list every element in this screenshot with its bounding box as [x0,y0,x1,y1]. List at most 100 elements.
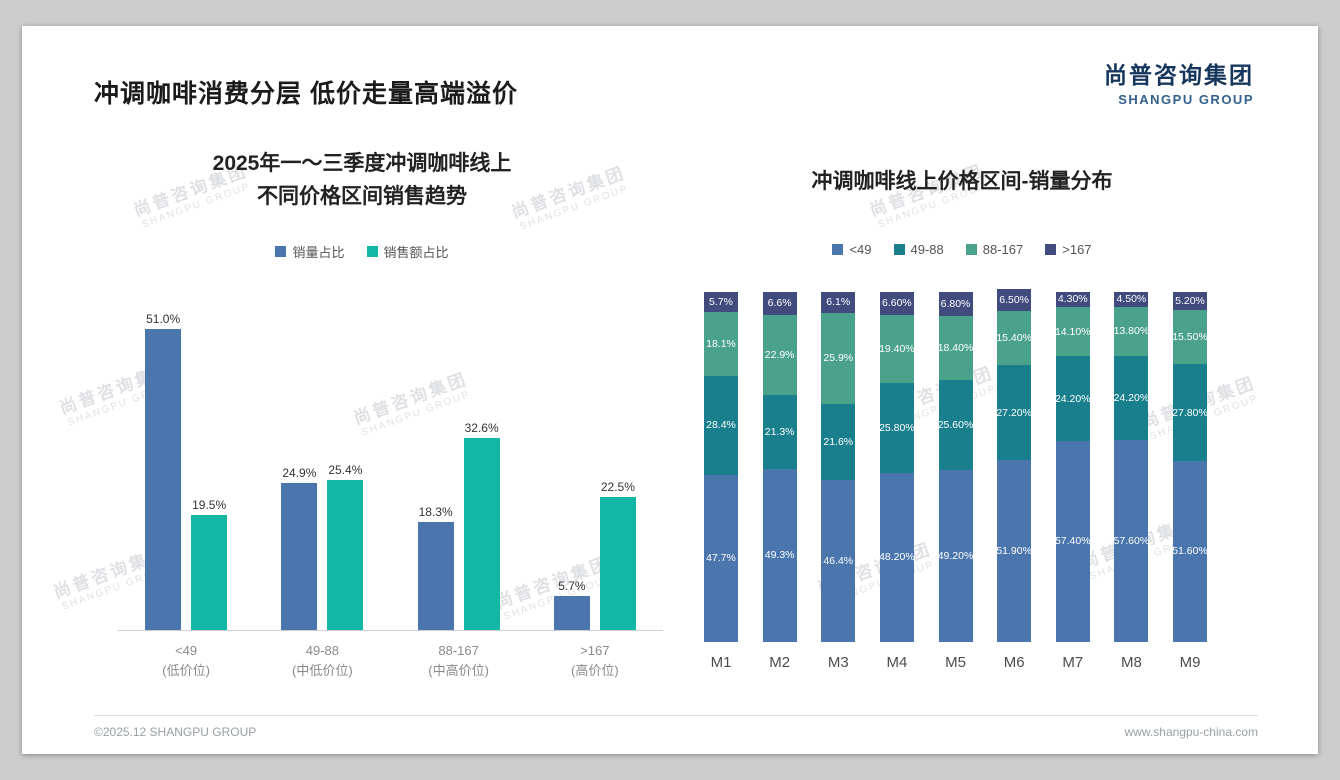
bar-wrap: 24.9% [281,466,318,630]
x-axis-label: M8 [1120,654,1142,671]
stack-segment: 27.20% [996,365,1032,461]
segment-value-label: 48.20% [879,551,915,564]
segment-value-label: 49.3% [764,549,795,562]
x-axis-label-line1: <49 [175,643,198,658]
stacked-bar: 4.50% 13.80% 24.20% 57.60% [1113,291,1150,642]
segment-value-label: 27.20% [996,406,1032,419]
x-axis-label: M5 [945,654,966,671]
stacked-bar: 4.30% 14.10% 24.20% 57.40% [1054,292,1091,642]
bar-wrap: 22.5% [599,480,636,630]
stacked-bar: 6.60% 19.40% 25.80% 48.20% [879,292,915,642]
x-axis-label: 49-88 (中低价位) [262,641,382,680]
bar [327,480,364,630]
right-chart-legend-item: >167 [1045,242,1092,257]
segment-value-label: 21.3% [764,425,795,438]
left-chart-x-labels: <49 (低价位) 49-88 (中低价位) 88-167 (中高价位) >167 (高价位) [118,641,663,680]
stack-segment: 57.40% [1054,441,1091,642]
legend-swatch-icon [893,244,905,255]
bar-wrap: 5.7% [553,579,590,630]
bar-wrap: 32.6% [463,420,500,630]
segment-value-label: 13.80% [1113,325,1150,338]
x-axis-label: M3 [827,654,849,671]
bar-value-label: 32.6% [464,420,499,435]
stacked-bar: 5.7% 18.1% 28.4% 47.7% [704,292,738,642]
stack-segment: 4.30% [1055,292,1090,308]
segment-value-label: 24.20% [1054,392,1091,405]
right-chart-legend-item: 88-167 [965,242,1023,257]
left-chart-legend-item: 销售额占比 [366,242,449,261]
segment-value-label: 27.80% [1172,406,1208,419]
logo-text-cn: 尚普咨询集团 [1104,62,1254,88]
x-axis-label-line2: (中低价位) [292,662,353,678]
right-chart-plot: 5.7% 18.1% 28.4% 47.7% 6.6% 22.9% 21.3% 49.3% 6.… [698,271,1213,642]
left-chart-title-line2: 不同价格区间销售趋势 [257,184,467,208]
stack-segment: 27.80% [1172,364,1208,462]
x-axis-label-line2: (低价位) [162,662,210,678]
right-chart-legend-label: <49 [849,242,872,257]
legend-swatch-icon [1045,244,1057,255]
bar [417,522,454,630]
bar [281,483,318,630]
bar-wrap: 51.0% [145,312,182,630]
legend-swatch-icon [965,244,977,255]
stack-segment: 25.60% [937,380,974,470]
right-chart-legend-label: 49-88 [910,242,944,257]
stack-segment: 57.60% [1114,440,1149,642]
segment-value-label: 25.9% [823,352,854,365]
stack-segment: 6.80% [938,292,973,316]
right-chart-legend-label: >167 [1062,242,1092,257]
bar-group: 24.9% 25.4% [281,463,364,630]
left-chart-legend: 销量占比 销售额占比 [112,242,612,261]
segment-value-label: 14.10% [1054,325,1091,338]
x-axis-label-line1: 49-88 [305,643,339,658]
company-logo: 尚普咨询集团 SHANGPU GROUP [1104,56,1254,107]
stack-segment: 25.80% [879,383,915,474]
right-chart-title: 冲调咖啡线上价格区间-销量分布 [811,170,1113,193]
segment-value-label: 47.7% [706,552,736,565]
stack-segment: 46.4% [821,479,856,642]
segment-value-label: 25.80% [879,421,915,434]
segment-value-label: 46.4% [823,554,854,567]
segment-value-label: 49.20% [937,549,974,562]
left-chart-title-line1: 2025年一～三季度冲调咖啡线上 [212,152,512,175]
bar-group: 5.7% 22.5% [553,480,636,630]
page-title: 冲调咖啡消费分层 低价走量高端溢价 [94,80,518,108]
bar-group: 51.0% 19.5% [145,312,228,630]
stack-segment: 13.80% [1113,307,1150,356]
x-axis-label-line1: >167 [580,643,610,658]
stack-segment: 24.20% [1114,355,1149,441]
segment-value-label: 18.1% [706,337,736,350]
stack-segment: 49.20% [937,469,974,642]
stack-segment: 25.9% [821,313,856,405]
segment-value-label: 6.80% [940,297,971,310]
segment-value-label: 22.9% [764,348,795,361]
stack-segment: 5.7% [704,292,738,313]
x-axis-label: M7 [1062,654,1084,671]
logo-text-en: SHANGPU GROUP [1118,92,1254,107]
bar-wrap: 19.5% [191,498,228,630]
segment-value-label: 15.40% [996,331,1032,344]
bar [463,437,500,630]
bar-group: 18.3% 32.6% [417,420,500,630]
x-axis-label: M9 [1179,654,1201,671]
x-axis-label-line2: (中高价位) [428,662,489,678]
segment-value-label: 51.90% [996,544,1032,557]
segment-value-label: 6.1% [826,296,851,309]
bar [599,497,636,630]
segment-value-label: 57.40% [1054,535,1091,548]
legend-swatch-icon [832,244,844,255]
right-chart-legend-item: <49 [832,242,872,257]
right-chart-x-labels: M1 M2 M3 M4 M5 M6 M7 M8 M9 [698,654,1213,671]
stack-segment: 47.7% [704,475,738,642]
stack-segment: 21.3% [762,394,797,470]
x-axis-label: M2 [769,654,791,671]
left-chart-legend-label: 销量占比 [292,245,345,260]
segment-value-label: 4.50% [1116,293,1147,306]
stack-segment: 49.3% [762,469,797,642]
x-axis-label: M4 [886,654,908,671]
bar-value-label: 22.5% [600,480,635,495]
bar-value-label: 24.9% [282,466,317,481]
x-axis-label-line1: 88-167 [438,643,479,658]
segment-value-label: 25.60% [937,418,974,431]
stack-segment: 5.20% [1173,291,1207,310]
